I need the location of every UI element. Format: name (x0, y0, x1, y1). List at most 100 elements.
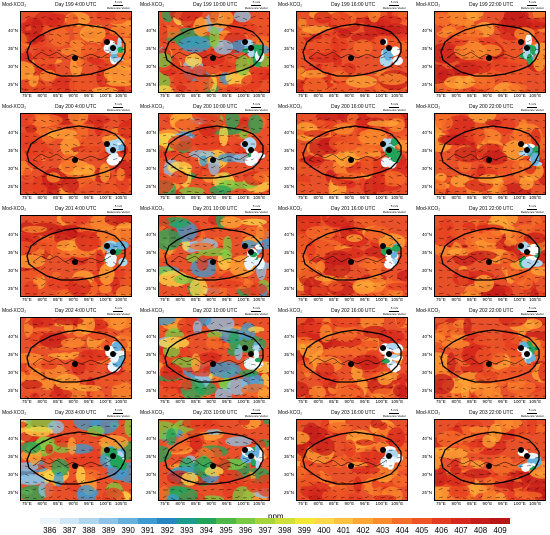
wind-vector (502, 465, 508, 468)
latitude-label: 30°N (145, 268, 156, 273)
panel-time: Day 199 4:00 UTC (55, 2, 97, 8)
wind-vector (486, 175, 491, 177)
wind-vector (178, 191, 183, 194)
xco2-patch (377, 15, 402, 26)
wind-vector (234, 64, 239, 67)
wind-vector (364, 89, 370, 91)
wind-vector (96, 362, 101, 365)
latitude-label: 40°N (421, 28, 432, 33)
region-boundary (170, 357, 250, 365)
reference-arrow (113, 209, 124, 210)
wind-vector (348, 89, 353, 91)
xco2-patch (328, 282, 344, 292)
wind-vector (534, 276, 540, 279)
wind-vector (80, 127, 85, 129)
reference-vector-speed: 5 m/s (528, 102, 537, 106)
xco2-patch (336, 29, 352, 39)
xco2-patch (297, 17, 307, 29)
wind-vector (494, 64, 500, 67)
wind-vector (186, 441, 192, 443)
wind-vector (526, 277, 531, 280)
wind-vector (104, 229, 108, 232)
low-xco2-patch (255, 460, 261, 469)
wind-vector (56, 49, 62, 52)
wind-vector (88, 134, 94, 137)
xco2-patch (396, 373, 407, 384)
low-xco2-patch (255, 152, 266, 159)
wind-vector (388, 227, 393, 231)
reference-arrow (113, 413, 124, 414)
wind-vector (324, 347, 329, 350)
wind-vector (332, 189, 338, 193)
wind-vector (542, 432, 545, 435)
wind-vector (194, 463, 199, 467)
wind-vector (380, 253, 386, 257)
wind-vector (388, 480, 393, 483)
wind-vector (462, 424, 467, 427)
xco2-patch (324, 250, 351, 266)
wind-vector (40, 440, 45, 443)
wind-vector (266, 379, 269, 381)
wind-vector (396, 269, 402, 271)
wind-vector (226, 387, 230, 390)
wind-vector (80, 473, 85, 475)
wind-vector (80, 261, 85, 264)
wind-vector (32, 235, 37, 239)
wind-vector (186, 32, 191, 35)
wind-vector (494, 425, 500, 427)
wind-vector (162, 330, 167, 333)
longitude-label: 100°E (513, 195, 526, 200)
wind-vector (348, 166, 354, 169)
latitude-label: 30°N (421, 268, 432, 273)
wind-vector (404, 252, 407, 255)
latitude-label: 30°N (283, 268, 294, 273)
wind-vector (454, 57, 459, 59)
wind-vector (396, 65, 402, 68)
wind-vector (316, 331, 321, 333)
wind-vector (348, 65, 354, 69)
wind-vector (128, 89, 131, 92)
longitude-label: 75°E (22, 93, 32, 98)
longitude-label: 95°E (498, 93, 508, 98)
low-xco2-patch (254, 444, 260, 458)
wind-vector (462, 338, 467, 341)
wind-vector (250, 135, 255, 137)
wind-vector (226, 229, 231, 232)
xco2-patch (322, 153, 340, 161)
wind-vector (72, 387, 77, 391)
wind-vector (80, 235, 85, 239)
wind-vector (372, 465, 378, 467)
wind-vector (266, 338, 269, 341)
wind-vector (542, 221, 545, 223)
latitude-label: 25°N (283, 82, 294, 87)
wind-vector (48, 347, 52, 350)
low-xco2-patch (380, 157, 390, 168)
wind-vector (258, 89, 263, 92)
wind-vector (96, 16, 102, 19)
wind-vector (128, 49, 131, 51)
wind-vector (250, 182, 255, 185)
wind-vector (316, 433, 322, 435)
colorbar-swatch (490, 518, 510, 524)
longitude-label: 100°E (375, 297, 388, 302)
xco2-patch (527, 420, 537, 436)
wind-vector (332, 41, 337, 44)
wind-vector (88, 441, 94, 443)
xco2-patch (60, 177, 80, 193)
wind-vector (348, 331, 354, 334)
wind-vector (316, 322, 322, 325)
xco2-patch (467, 250, 497, 261)
wind-vector (120, 167, 125, 169)
wind-vector (438, 424, 443, 427)
wind-vector (518, 235, 524, 239)
map-panel: Mod-XCO₂ Day 203 22:00 UTC 5 m/s Reference … (414, 409, 546, 510)
wind-vector (340, 41, 345, 44)
wind-vector (104, 441, 108, 444)
wind-vector (80, 433, 86, 435)
wind-vector (250, 489, 255, 491)
xco2-patch (166, 428, 177, 446)
wind-vector (250, 33, 255, 37)
wind-vector (372, 159, 378, 161)
latitude-label: 30°N (145, 370, 156, 375)
wind-vector (104, 339, 109, 343)
